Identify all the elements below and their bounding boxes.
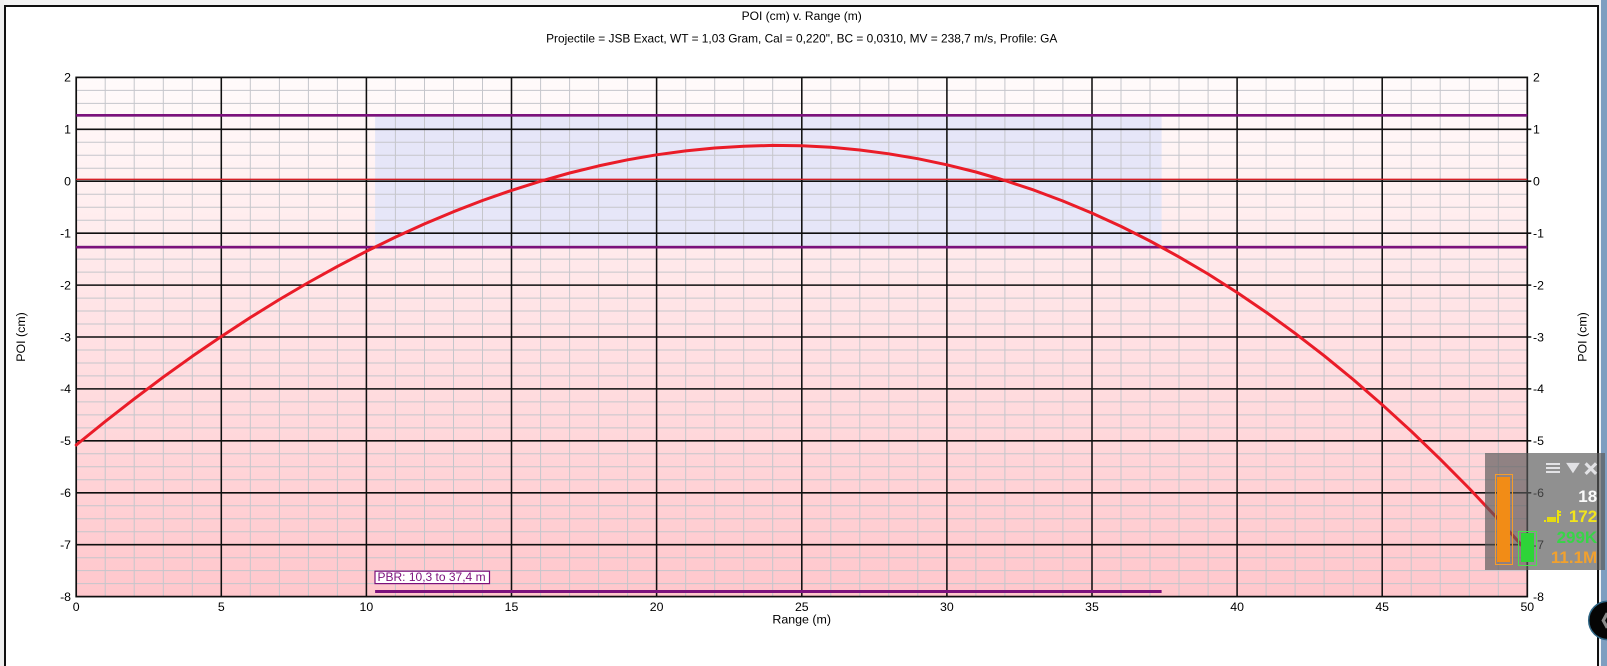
svg-text:1: 1 — [1533, 123, 1540, 137]
svg-text:1: 1 — [64, 123, 71, 137]
svg-text:20: 20 — [650, 600, 664, 614]
svg-text:-5: -5 — [60, 434, 71, 448]
svg-text:10: 10 — [360, 600, 374, 614]
svg-text:15: 15 — [505, 600, 519, 614]
svg-text:-2: -2 — [1533, 278, 1544, 292]
svg-text:-6: -6 — [60, 486, 71, 500]
svg-text:45: 45 — [1375, 600, 1389, 614]
svg-text:30: 30 — [940, 600, 954, 614]
svg-text:0: 0 — [73, 600, 80, 614]
svg-text:-2: -2 — [60, 278, 71, 292]
svg-text:-1: -1 — [1533, 227, 1544, 241]
svg-text:-1: -1 — [60, 227, 71, 241]
svg-text:POI (cm): POI (cm) — [14, 312, 28, 362]
svg-text:2: 2 — [1533, 71, 1540, 85]
svg-text:POI (cm): POI (cm) — [1576, 312, 1590, 362]
svg-text:40: 40 — [1230, 600, 1244, 614]
svg-text:-5: -5 — [1533, 434, 1544, 448]
svg-text:-7: -7 — [60, 538, 71, 552]
svg-text:50: 50 — [1520, 600, 1534, 614]
svg-text:Projectile = JSB Exact, WT = 1: Projectile = JSB Exact, WT = 1,03 Gram, … — [546, 31, 1057, 45]
svg-text:-3: -3 — [60, 330, 71, 344]
svg-text:35: 35 — [1085, 600, 1099, 614]
svg-text:-4: -4 — [60, 382, 71, 396]
svg-text:PBR: 10,3 to 37,4 m: PBR: 10,3 to 37,4 m — [378, 570, 486, 584]
svg-text:-4: -4 — [1533, 382, 1544, 396]
svg-text:POI (cm) v. Range (m): POI (cm) v. Range (m) — [742, 9, 862, 23]
svg-text:0: 0 — [64, 175, 71, 189]
svg-text:-3: -3 — [1533, 330, 1544, 344]
svg-text:25: 25 — [795, 600, 809, 614]
svg-text:2: 2 — [64, 71, 71, 85]
svg-text:-8: -8 — [1533, 590, 1544, 604]
svg-text:0: 0 — [1533, 175, 1540, 189]
svg-text:Range (m): Range (m) — [772, 613, 831, 627]
svg-text:5: 5 — [218, 600, 225, 614]
svg-text:-8: -8 — [60, 590, 71, 604]
